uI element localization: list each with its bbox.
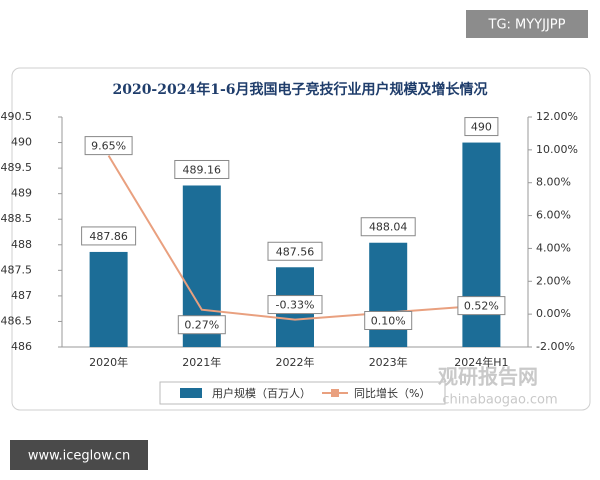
y-tick-label: 489 [11, 187, 32, 200]
label-box [360, 217, 416, 237]
site-text: www.iceglow.cn [28, 449, 130, 464]
y2-tick-label: 8.00% [536, 176, 571, 189]
legend-label: 同比增长（%） [354, 386, 430, 400]
y2-tick-label: -2.00% [536, 340, 575, 353]
label-box [267, 295, 323, 315]
label-box [464, 117, 499, 137]
y2-tick-label: 12.00% [536, 110, 578, 123]
y-tick-label: 488.5 [1, 212, 33, 225]
label-box [174, 159, 230, 179]
y-tick-label: 488 [11, 238, 32, 251]
label-box [364, 311, 413, 330]
legend-label: 用户规模（百万人） [212, 386, 311, 400]
data-label: 487.86 [89, 230, 128, 243]
chart-panel [11, 67, 591, 411]
legend-box [159, 381, 446, 405]
bar [462, 142, 501, 347]
y2-tick-label: 6.00% [536, 209, 571, 222]
data-label: 0.27% [184, 319, 219, 332]
x-tick-label: 2023年 [369, 355, 408, 369]
y2-tick-label: 4.00% [536, 241, 571, 254]
legend-marker [331, 389, 339, 397]
y-tick-label: 490 [11, 136, 32, 149]
y-tick-label: 487 [11, 289, 32, 302]
y2-tick-label: 10.00% [536, 143, 578, 156]
label-box [177, 315, 226, 335]
data-label: 488.04 [369, 221, 408, 234]
data-label: 490 [471, 121, 492, 134]
y-tick-label: 490.5 [1, 110, 33, 123]
legend-swatch [180, 388, 202, 398]
data-label: 9.65% [91, 140, 126, 153]
data-label: 0.10% [371, 315, 406, 328]
data-label: 487.56 [276, 245, 315, 258]
tag-box [466, 10, 588, 38]
label-box [81, 226, 137, 246]
label-box [84, 136, 133, 156]
label-box [457, 296, 506, 316]
y-tick-label: 487.5 [1, 263, 33, 276]
x-tick-label: 2022年 [276, 355, 315, 369]
bar [89, 251, 128, 347]
bar [369, 242, 408, 347]
x-tick-label: 2020年 [89, 355, 128, 369]
x-tick-label: 2021年 [182, 355, 221, 369]
y2-tick-label: 2.00% [536, 274, 571, 287]
x-tick-label: 2024年H1 [454, 355, 508, 369]
data-label: 489.16 [183, 163, 222, 176]
y-tick-label: 486 [11, 340, 32, 353]
y2-tick-label: 0.00% [536, 307, 571, 320]
line [107, 155, 482, 321]
y-tick-label: 486.5 [1, 314, 33, 327]
watermark-url: chinabaogao.com [442, 393, 557, 408]
label-box [267, 241, 323, 261]
watermark-title: 观研报告网 [438, 365, 538, 389]
data-label: 0.52% [464, 300, 499, 313]
data-label: -0.33% [276, 299, 315, 312]
tag-text: TG: MYYJJPP [488, 18, 566, 33]
chart-title: 2020-2024年1-6月我国电子竞技行业用户规模及增长情况 [112, 81, 487, 98]
y-tick-label: 489.5 [1, 161, 33, 174]
site-box [10, 440, 148, 470]
